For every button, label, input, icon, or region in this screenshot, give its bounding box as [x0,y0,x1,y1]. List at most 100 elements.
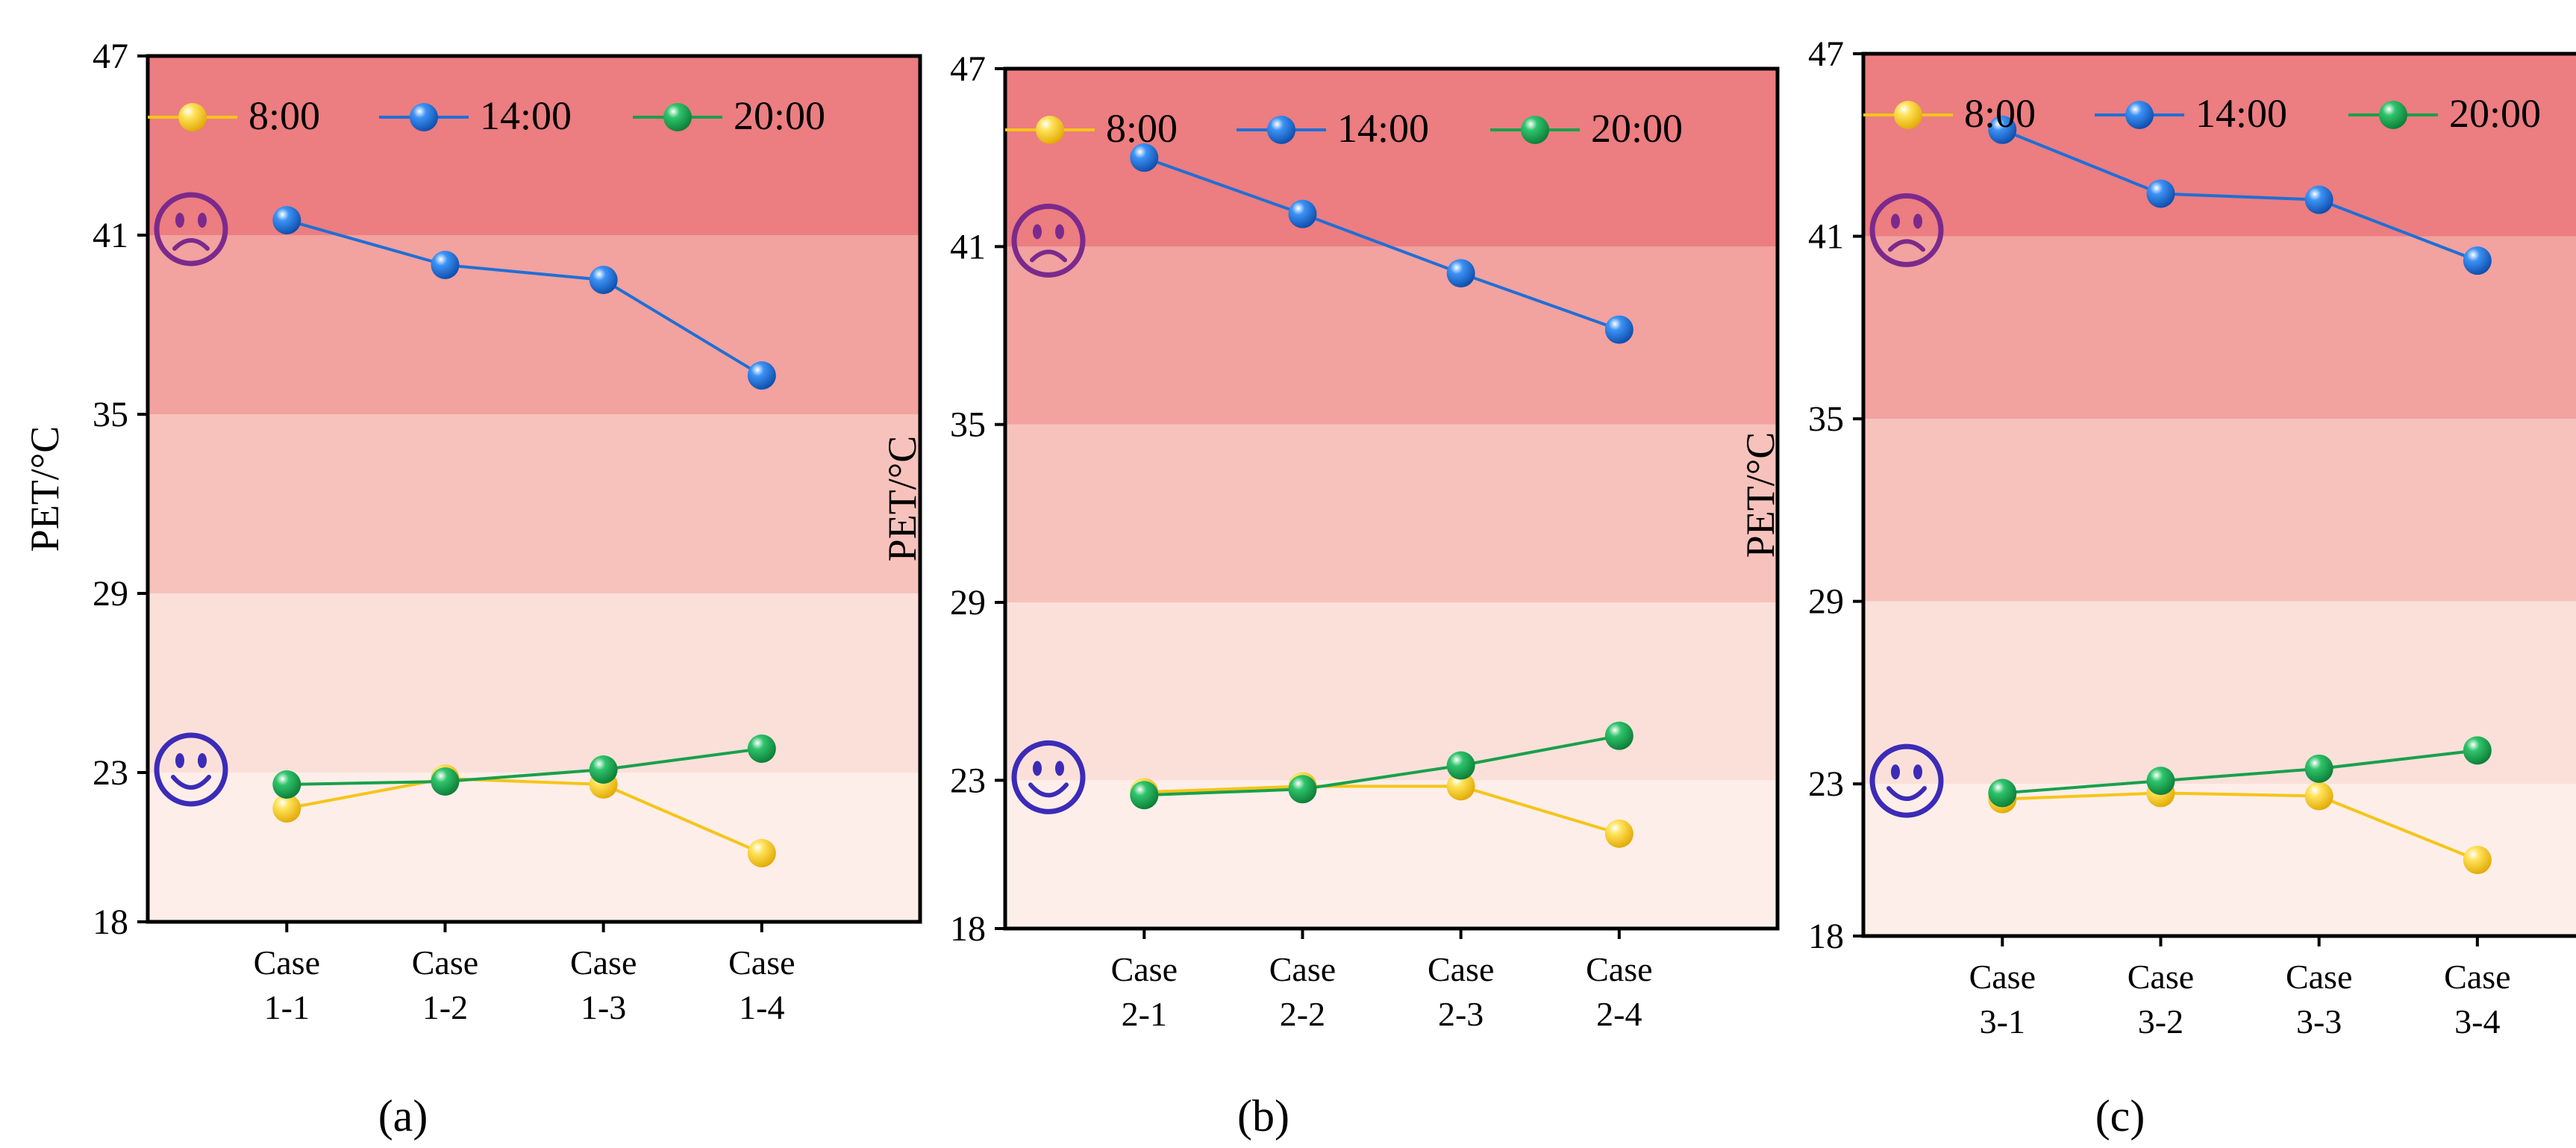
happy-face-icon [154,732,228,807]
data-point [1446,751,1475,780]
comfort-band-1 [1863,784,2576,936]
face-eye [1891,213,1900,229]
y-axis-label: PET/°C [1738,432,1783,558]
series-line-1400 [2001,128,2478,263]
comfort-band-1 [148,773,920,922]
series-line-2000 [1144,734,1620,797]
comfort-band-4 [148,235,920,414]
y-tick-label: 47 [1808,34,1844,74]
happy-face-icon [1011,740,1086,814]
legend-item-800: 8:00 [1005,106,1178,151]
data-point [747,839,776,867]
x-tick-label: 1-1 [264,988,310,1026]
data-point [1130,143,1159,172]
face-outline [1011,203,1086,278]
face-eye [198,753,207,768]
legend-item-800: 8:00 [1863,91,2036,136]
legend-marker [2379,101,2407,129]
chart-panel-1: 18 23 29 35 41 47 PET/°C Case 1-1 Case 1-2 Case 1-3 C… [22,37,922,1141]
comfort-band-2 [1005,602,1778,781]
happy-face-icon [1869,743,1944,818]
data-point [1988,115,2017,144]
x-tick-label: Case [1969,958,2036,996]
x-tick-label: Case [2128,958,2194,996]
data-point [589,755,618,784]
face-outline [154,732,228,807]
data-point [431,251,460,279]
data-point [2304,782,2333,811]
x-tick-label: 2-3 [1438,995,1484,1033]
chart-panel-2: 18 23 29 35 41 47 PET/°C Case 2-1 Case 2-2 Case 2-3 C… [880,49,1780,1141]
x-tick-label: Case [1586,950,1652,988]
legend-item-2000: 20:00 [633,93,825,138]
data-point [1446,259,1475,288]
y-tick-label: 41 [1808,217,1844,257]
data-point [1288,199,1317,228]
legend-label: 14:00 [480,93,572,138]
legend-label: 20:00 [734,93,825,138]
legend-item-800: 8:00 [148,93,320,138]
legend-marker [1894,101,1922,129]
x-tick-label: Case [728,943,795,982]
face-eye [1891,764,1900,780]
face-outline [1869,743,1944,818]
data-point [2304,185,2333,214]
legend-marker [2125,101,2154,129]
face-outline [154,192,228,266]
face-mouth [1028,782,1069,798]
data-point [272,206,301,234]
data-point [2463,736,2492,765]
legend-label: 14:00 [1337,106,1429,151]
y-tick-label: 23 [950,761,986,800]
legend-item-1400: 14:00 [379,93,572,138]
legend-marker [663,103,692,131]
data-point [272,770,301,799]
data-point [2304,754,2333,783]
x-tick-label: 2-4 [1596,995,1642,1033]
face-eye [1055,761,1064,776]
comfort-band-4 [1005,246,1778,425]
sad-face-icon [1869,193,1944,267]
data-point [1130,781,1159,810]
legend-label: 14:00 [2195,91,2287,136]
comfort-band-3 [1005,424,1778,603]
data-point [1288,775,1317,804]
x-tick-label: 1-4 [739,988,784,1026]
comfort-band-5 [1863,54,2576,237]
face-outline [1011,740,1086,814]
comfort-band-2 [148,593,920,773]
panel-label: (a) [378,1091,428,1141]
x-tick-label: Case [1111,950,1178,988]
face-eye [1913,764,1922,780]
plot-frame [1003,66,1780,931]
series-line-800 [2002,791,2478,861]
y-tick-label: 35 [1808,399,1844,439]
y-tick-label: 47 [93,37,128,76]
face-eye [1055,224,1064,240]
plot-frame [146,54,922,924]
data-point [2146,767,2175,796]
x-tick-label: 2-1 [1122,995,1167,1033]
panel-label: (b) [1237,1091,1289,1141]
comfort-band-5 [148,56,920,235]
y-tick-label: 29 [93,574,128,614]
series-line-1400 [1143,156,1620,331]
y-tick-label: 41 [93,216,128,255]
y-tick-label: 18 [93,902,128,942]
face-mouth [172,238,210,251]
legend-label: 20:00 [2449,91,2541,136]
y-tick-label: 29 [1808,582,1844,622]
face-eye [1033,761,1042,776]
data-point [2463,246,2492,275]
comfort-band-5 [1005,69,1778,247]
legend-label: 20:00 [1591,106,1683,151]
comfort-band-1 [1005,780,1778,929]
face-eye [1913,213,1922,229]
legend-marker [410,103,438,131]
data-point [747,734,776,763]
data-point [272,794,301,823]
data-point [1446,772,1475,801]
y-tick-label: 23 [1808,764,1844,804]
y-axis-label: PET/°C [22,426,67,552]
